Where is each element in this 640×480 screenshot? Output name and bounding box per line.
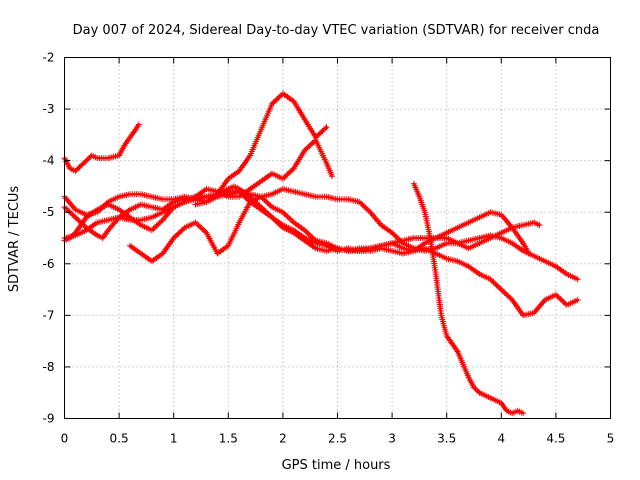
series-arc-8 [410,180,527,417]
x-tick-label: 3 [388,432,396,446]
x-tick-label: 4.5 [546,432,565,446]
series-line [63,185,541,252]
x-tick-label: 0.5 [110,432,129,446]
y-tick-label: -4 [43,154,55,168]
series-line [412,182,525,415]
series-line [63,123,140,173]
series-line [128,195,579,317]
chart-title: Day 007 of 2024, Sidereal Day-to-day VTE… [73,23,600,38]
x-tick-label: 3.5 [437,432,456,446]
x-axis-label: GPS time / hours [282,458,391,473]
y-tick-label: -5 [43,205,55,219]
series-arc-1 [61,121,142,174]
x-tick-label: 5 [607,432,615,446]
y-tick-label: -9 [43,412,55,426]
series-line [63,138,334,242]
y-tick-label: -7 [43,308,55,322]
y-tick-label: -8 [43,360,55,374]
x-tick-label: 4 [497,432,505,446]
y-tick-label: -2 [43,51,55,65]
series-line [63,187,579,281]
series-line [194,190,530,255]
series-markers [192,188,532,257]
x-tick-label: 1 [170,432,178,446]
x-tick-label: 1.5 [219,432,238,446]
y-tick-label: -3 [43,102,55,116]
y-tick-label: -6 [43,257,55,271]
axis-ticks: 0 0.5 1 1.5 2 2.5 3 3.5 4 4.5 5 -2 -3 -4 -5 -6 -7 -8 -9 [43,51,615,446]
data-series [61,90,581,417]
series-markers [61,121,142,174]
x-tick-label: 2 [279,432,287,446]
x-tick-label: 2.5 [328,432,347,446]
series-arc-7 [192,188,532,257]
y-axis-label: SDTVAR / TECUs [7,186,22,293]
x-tick-label: 0 [61,432,69,446]
grid-lines [64,57,611,419]
